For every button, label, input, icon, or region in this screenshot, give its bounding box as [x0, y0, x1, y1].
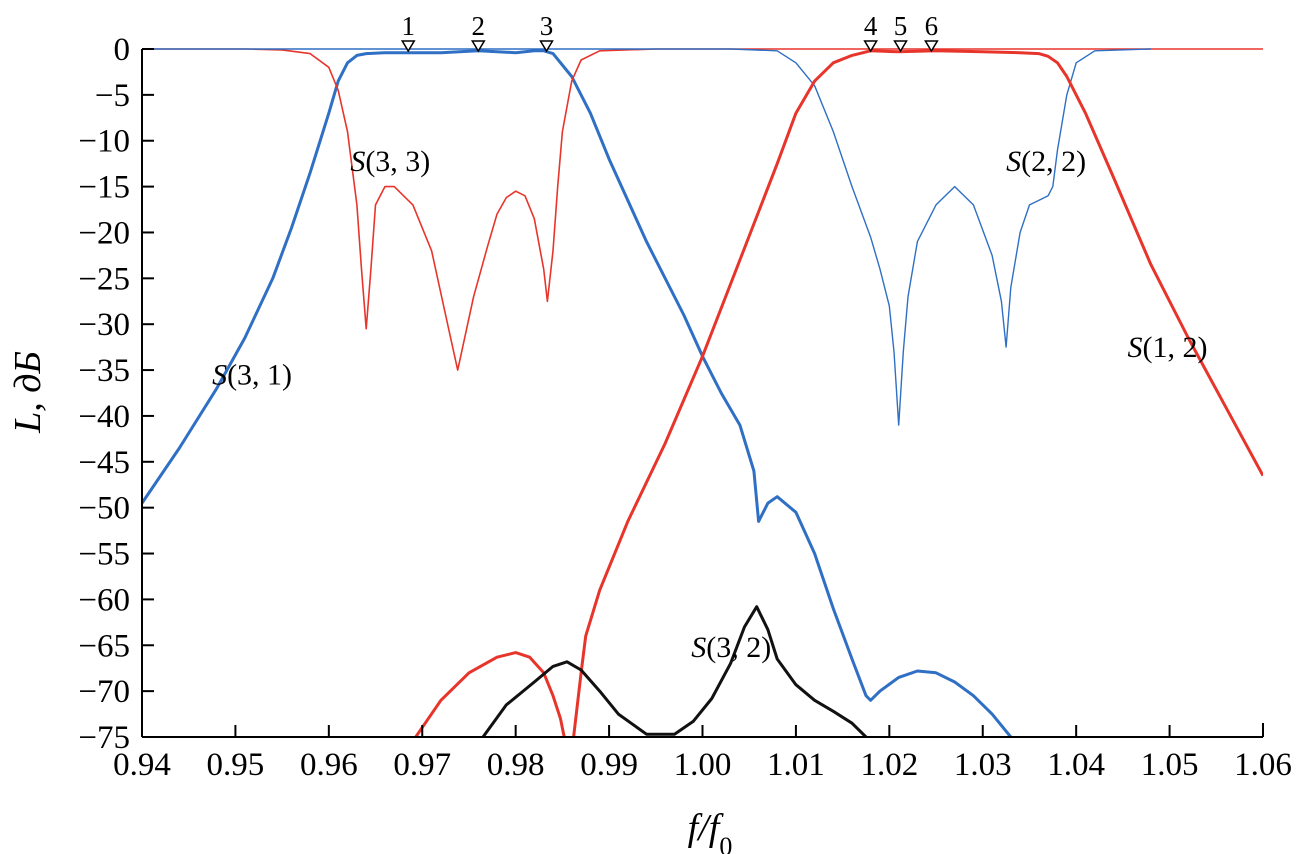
series-line-1 — [142, 48, 1263, 371]
x-tick-label: 0.99 — [580, 747, 638, 783]
x-tick-label: 1.04 — [1047, 747, 1105, 783]
y-tick-label: −10 — [78, 124, 130, 160]
marker-label: 4 — [864, 11, 878, 41]
marker-5-icon — [893, 40, 908, 53]
series-line-3 — [572, 49, 1263, 737]
marker-2-icon — [470, 40, 486, 53]
marker-label: 5 — [894, 11, 908, 41]
x-tick-label: 0.97 — [393, 747, 451, 783]
marker-3-icon — [539, 40, 554, 53]
x-tick-label: 1.00 — [674, 747, 732, 783]
marker-1-icon — [400, 40, 416, 53]
series-line-0 — [142, 49, 1012, 737]
y-tick-label: −40 — [78, 399, 130, 435]
x-tick-label: 1.01 — [767, 747, 825, 783]
x-tick-label: 1.03 — [954, 747, 1012, 783]
y-tick-label: −70 — [78, 674, 130, 710]
y-tick-label: −30 — [78, 307, 130, 343]
x-tick-label: 1.05 — [1141, 747, 1199, 783]
plot-lines — [142, 48, 1263, 737]
marker-label: 6 — [925, 11, 939, 41]
y-axis-label: L, дБ — [7, 351, 49, 434]
series-label: S(1, 2) — [1128, 331, 1208, 364]
y-tick-label: −25 — [78, 261, 130, 297]
marker-label: 2 — [472, 11, 486, 41]
axes — [141, 48, 1264, 738]
series-line-4 — [414, 651, 566, 737]
tick-labels: 0.94 0.95 0.96 0.97 0.98 0.99 1.00 1.01 1.02 1.03… — [78, 32, 1292, 783]
series-labels: S(3, 1) S(3, 3) S(2, 2) S(1, 2) S(3, 2) — [212, 145, 1207, 664]
y-tick-label: −15 — [78, 170, 130, 206]
y-tick-label: −55 — [78, 537, 130, 573]
x-tick-label: 0.96 — [300, 747, 358, 783]
marker-label: 3 — [540, 11, 554, 41]
y-tick-label: −45 — [78, 445, 130, 481]
series-label: S(2, 2) — [1006, 145, 1086, 178]
y-tick-label: −35 — [78, 353, 130, 389]
x-axis-label: f/f0 — [688, 807, 733, 854]
series-label: S(3, 1) — [212, 359, 292, 392]
marker-label: 1 — [401, 11, 415, 41]
x-tick-label: 1.02 — [860, 747, 918, 783]
x-tick-label: 0.94 — [113, 747, 171, 783]
y-tick-label: 0 — [114, 32, 131, 68]
x-tick-label: 0.95 — [207, 747, 265, 783]
series-line-2 — [142, 48, 1151, 426]
marker-4-icon — [863, 40, 878, 53]
y-tick-label: −65 — [78, 628, 130, 664]
series-line-5 — [481, 605, 868, 737]
series-label: S(3, 3) — [350, 145, 430, 178]
marker-6-icon — [924, 40, 939, 53]
y-tick-label: −60 — [78, 582, 130, 618]
y-tick-label: −5 — [95, 78, 130, 114]
y-tick-label: −75 — [78, 720, 130, 756]
x-tick-label: 1.06 — [1234, 747, 1292, 783]
x-tick-label: 0.98 — [487, 747, 545, 783]
y-tick-label: −50 — [78, 491, 130, 527]
y-tick-label: −20 — [78, 215, 130, 251]
series-label: S(3, 2) — [691, 631, 771, 664]
